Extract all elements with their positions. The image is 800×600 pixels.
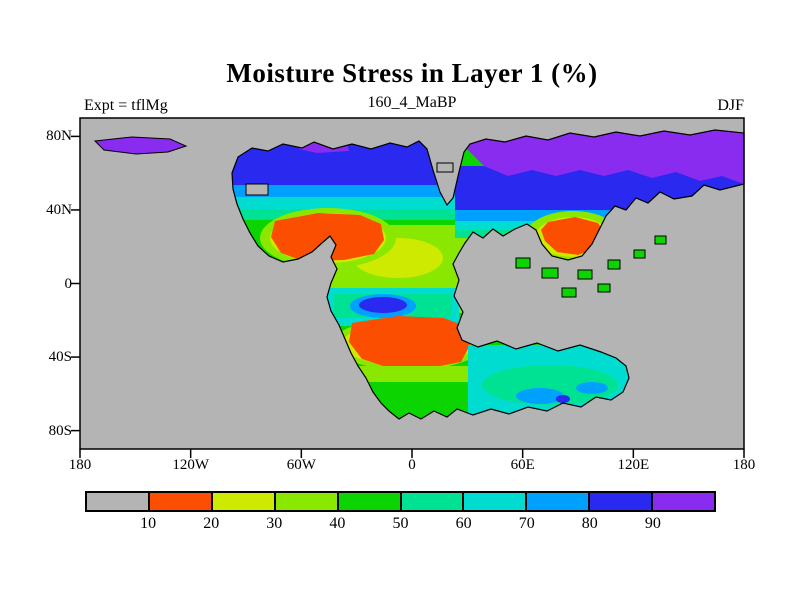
green-island: [633, 249, 646, 259]
lat-tick-label: 80N: [46, 128, 72, 145]
lon-tick-label: 120W: [172, 457, 209, 473]
gondwana-orange-patch: [349, 316, 470, 368]
lon-tick-label: 120E: [617, 457, 650, 473]
lon-tick-label: 180: [68, 457, 92, 473]
green-island: [577, 269, 593, 280]
green-island: [515, 257, 531, 269]
tail-cyan-blob: [576, 382, 608, 394]
colorbar-segment: [87, 493, 150, 510]
page-title: Moisture Stress in Layer 1 (%): [226, 58, 598, 88]
colorbar: [85, 491, 716, 512]
gondwana-blue-core: [359, 297, 407, 313]
green-island: [561, 287, 577, 298]
lon-tick-label: 0: [408, 457, 416, 473]
gray-island: [436, 162, 454, 173]
subtitle-label: 160_4_MaBP: [367, 94, 457, 111]
green-island: [597, 283, 611, 293]
lobe-orange-patch: [271, 213, 384, 261]
colorbar-label: 50: [392, 515, 409, 532]
colorbar-segment: [401, 493, 465, 510]
colorbar-label: 10: [140, 515, 157, 532]
tail-spring-core: [482, 365, 618, 405]
lat-tick-label: 0: [64, 275, 73, 292]
colorbar-label: 40: [329, 515, 346, 532]
colorbar-segment: [338, 493, 402, 510]
lon-tick-label: 60W: [286, 457, 316, 473]
lon-tick-label: 60E: [510, 457, 535, 473]
colorbar-segment: [527, 493, 591, 510]
colorbar-segment: [464, 493, 528, 510]
colorbar-label: 60: [455, 515, 472, 532]
tail-cyan-blob: [516, 388, 564, 404]
colorbar-segment: [275, 493, 339, 510]
colorbar-segment: [149, 493, 213, 510]
colorbar-label: 20: [203, 515, 220, 532]
nw-violet-island: [93, 136, 188, 155]
gray-island: [245, 183, 269, 196]
lobe-cyan-band: [232, 185, 457, 197]
lat-tick-label: 40S: [48, 349, 72, 366]
green-island: [654, 235, 667, 245]
lon-tick-label: 180: [732, 457, 756, 473]
colorbar-segment: [212, 493, 276, 510]
east-violet-band: [456, 130, 744, 184]
green-island: [607, 259, 621, 270]
experiment-label: Expt = tflMg: [84, 97, 168, 114]
tail-blue-dot: [556, 395, 570, 403]
colorbar-label: 90: [644, 515, 661, 532]
green-island: [541, 267, 559, 279]
gondwana-chartreuse-south: [346, 366, 474, 382]
colorbar-label: 70: [518, 515, 535, 532]
lobe-turquoise-band: [232, 197, 457, 209]
season-label: DJF: [717, 97, 744, 114]
lat-tick-label: 80S: [48, 422, 72, 439]
colorbar-label: 30: [266, 515, 283, 532]
colorbar-segment: [653, 493, 715, 510]
landmass-outline: [231, 129, 745, 420]
east-orange-patch: [541, 217, 606, 255]
lat-tick-label: 40N: [46, 201, 72, 218]
colorbar-label: 80: [581, 515, 598, 532]
colorbar-segment: [590, 493, 654, 510]
